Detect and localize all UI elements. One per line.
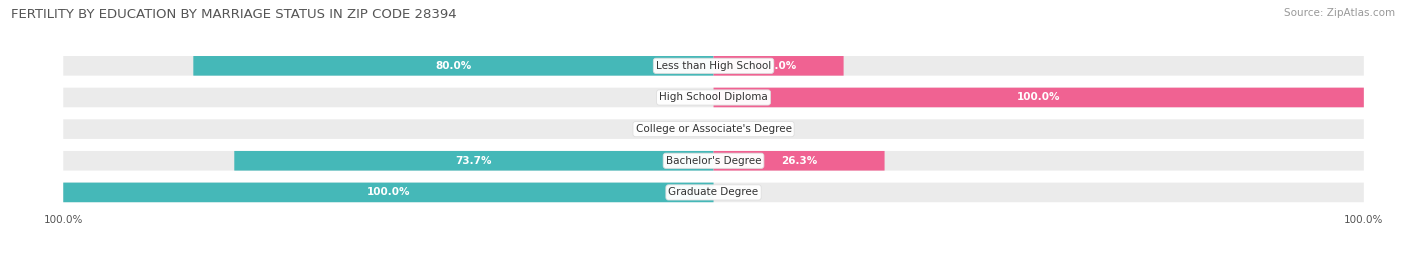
FancyBboxPatch shape xyxy=(193,56,713,76)
Text: 0.0%: 0.0% xyxy=(727,124,752,134)
FancyBboxPatch shape xyxy=(63,119,1364,139)
FancyBboxPatch shape xyxy=(713,88,1364,107)
Text: 26.3%: 26.3% xyxy=(780,156,817,166)
Text: 73.7%: 73.7% xyxy=(456,156,492,166)
FancyBboxPatch shape xyxy=(63,183,713,202)
Text: 100.0%: 100.0% xyxy=(1017,93,1060,102)
Text: Less than High School: Less than High School xyxy=(657,61,770,71)
FancyBboxPatch shape xyxy=(713,151,884,171)
FancyBboxPatch shape xyxy=(63,88,1364,107)
FancyBboxPatch shape xyxy=(713,56,844,76)
FancyBboxPatch shape xyxy=(63,183,1364,202)
Text: Graduate Degree: Graduate Degree xyxy=(668,187,759,197)
Text: 0.0%: 0.0% xyxy=(675,124,700,134)
Text: High School Diploma: High School Diploma xyxy=(659,93,768,102)
Text: Bachelor's Degree: Bachelor's Degree xyxy=(666,156,761,166)
FancyBboxPatch shape xyxy=(235,151,713,171)
Text: 80.0%: 80.0% xyxy=(436,61,471,71)
FancyBboxPatch shape xyxy=(63,151,1364,171)
Text: College or Associate's Degree: College or Associate's Degree xyxy=(636,124,792,134)
Text: 0.0%: 0.0% xyxy=(727,187,752,197)
Text: FERTILITY BY EDUCATION BY MARRIAGE STATUS IN ZIP CODE 28394: FERTILITY BY EDUCATION BY MARRIAGE STATU… xyxy=(11,8,457,21)
Text: 20.0%: 20.0% xyxy=(761,61,797,71)
Text: 100.0%: 100.0% xyxy=(367,187,411,197)
FancyBboxPatch shape xyxy=(63,56,1364,76)
Text: 0.0%: 0.0% xyxy=(675,93,700,102)
Text: Source: ZipAtlas.com: Source: ZipAtlas.com xyxy=(1284,8,1395,18)
